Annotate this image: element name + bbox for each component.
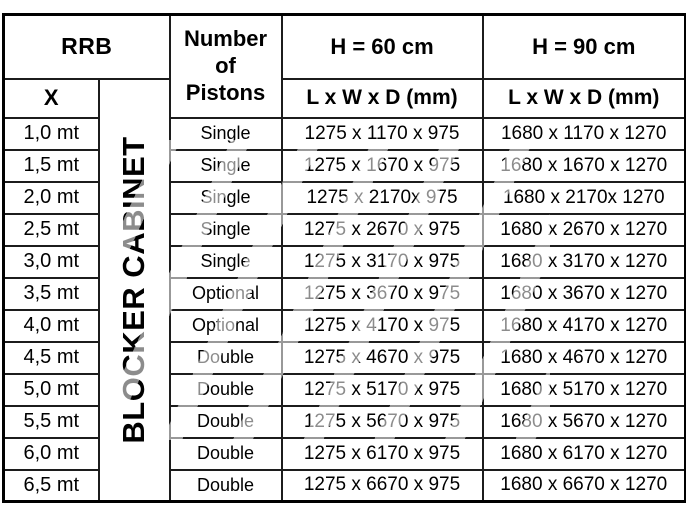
h90-dimensions-cell: 1680 x 2170x 1270 (481, 180, 686, 215)
h60-dimensions-cell: 1275 x 1670 x 975 (280, 148, 484, 183)
x-length-cell: 4,5 mt (2, 340, 100, 375)
pistons-cell: Single (168, 212, 283, 247)
blocker-cabinet-cell: BLOCKER CABINET (97, 77, 171, 503)
h60-dimensions-cell: 1275 x 2670 x 975 (280, 212, 484, 247)
header-row-bottom: X BLOCKER CABINET L x W x D (mm) L x W x… (2, 77, 686, 503)
h90-dimensions-cell: 1680 x 2670 x 1270 (481, 212, 686, 247)
header-rrb: RRB (2, 13, 171, 80)
x-length-cell: 2,5 mt (2, 212, 100, 247)
header-x: X (2, 77, 100, 119)
pistons-cell: Double (168, 372, 283, 407)
pistons-cell: Optional (168, 308, 283, 343)
h90-dimensions-cell: 1680 x 1670 x 1270 (481, 148, 686, 183)
pistons-cell: Single (168, 180, 283, 215)
h60-dimensions-cell: 1275 x 6670 x 975 (280, 468, 484, 503)
h90-dimensions-cell: 1680 x 6170 x 1270 (481, 436, 686, 471)
pistons-cell: Double (168, 468, 283, 503)
x-length-cell: 1,0 mt (2, 116, 100, 151)
x-length-cell: 1,5 mt (2, 148, 100, 183)
h60-dimensions-cell: 1275 x 1170 x 975 (280, 116, 484, 151)
blocker-cabinet-spec-table: RRB Number of Pistons H = 60 cm H = 90 c… (2, 13, 686, 503)
h90-dimensions-cell: 1680 x 5170 x 1270 (481, 372, 686, 407)
h60-dimensions-cell: 1275 x 5670 x 975 (280, 404, 484, 439)
blocker-cabinet-vertical-label: BLOCKER CABINET (116, 136, 151, 444)
h90-dimensions-cell: 1680 x 4670 x 1270 (481, 340, 686, 375)
pistons-cell: Double (168, 436, 283, 471)
x-length-cell: 5,0 mt (2, 372, 100, 407)
h90-dimensions-cell: 1680 x 6670 x 1270 (481, 468, 686, 503)
x-length-cell: 6,0 mt (2, 436, 100, 471)
pistons-cell: Double (168, 340, 283, 375)
x-length-cell: 5,5 mt (2, 404, 100, 439)
table-row: 6,5 mt Double 1275 x 6670 x 975 1680 x 6… (2, 468, 686, 503)
h60-dimensions-cell: 1275 x 3670 x 975 (280, 276, 484, 311)
h60-dimensions-cell: 1275 x 3170 x 975 (280, 244, 484, 279)
header-row-top: RRB Number of Pistons H = 60 cm H = 90 c… (2, 13, 686, 119)
h60-dimensions-cell: 1275 x 5170 x 975 (280, 372, 484, 407)
pistons-cell: Single (168, 148, 283, 183)
table-row: 6,0 mt Double 1275 x 6170 x 975 1680 x 6… (2, 436, 686, 471)
h60-dimensions-cell: 1275 x 4670 x 975 (280, 340, 484, 375)
pistons-cell: Double (168, 404, 283, 439)
h60-dimensions-cell: 1275 x 4170 x 975 (280, 308, 484, 343)
x-length-cell: 3,5 mt (2, 276, 100, 311)
h90-dimensions-cell: 1680 x 4170 x 1270 (481, 308, 686, 343)
header-dims-h60: L x W x D (mm) (280, 77, 484, 119)
h90-dimensions-cell: 1680 x 3170 x 1270 (481, 244, 686, 279)
pistons-cell: Single (168, 244, 283, 279)
h90-dimensions-cell: 1680 x 5670 x 1270 (481, 404, 686, 439)
pistons-cell: Optional (168, 276, 283, 311)
x-length-cell: 4,0 mt (2, 308, 100, 343)
h90-dimensions-cell: 1680 x 1170 x 1270 (481, 116, 686, 151)
x-length-cell: 3,0 mt (2, 244, 100, 279)
header-dims-h90: L x W x D (mm) (481, 77, 686, 119)
h90-dimensions-cell: 1680 x 3670 x 1270 (481, 276, 686, 311)
x-length-cell: 2,0 mt (2, 180, 100, 215)
h60-dimensions-cell: 1275 x 6170 x 975 (280, 436, 484, 471)
header-number-of-pistons: Number of Pistons (168, 13, 283, 119)
h60-dimensions-cell: 1275 x 2170x 975 (280, 180, 484, 215)
header-h90: H = 90 cm (481, 13, 686, 80)
x-length-cell: 6,5 mt (2, 468, 100, 503)
pistons-cell: Single (168, 116, 283, 151)
header-h60: H = 60 cm (280, 13, 484, 80)
